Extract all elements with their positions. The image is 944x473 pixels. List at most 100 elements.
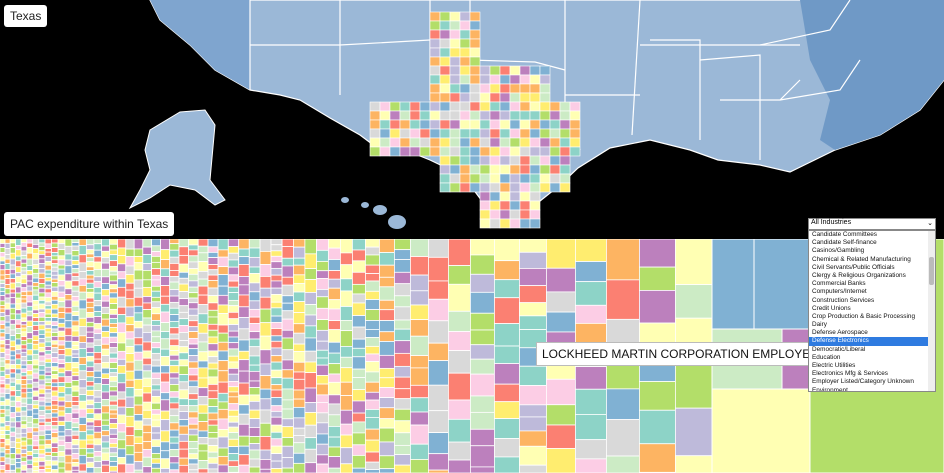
treemap-cell[interactable] [575, 366, 607, 390]
treemap-cell[interactable] [151, 274, 161, 281]
treemap-cell[interactable] [117, 382, 127, 393]
treemap-cell[interactable] [125, 407, 135, 417]
treemap-cell[interactable] [304, 314, 317, 327]
treemap-cell[interactable] [160, 311, 171, 323]
treemap-cell[interactable] [217, 332, 229, 343]
county-cell[interactable] [519, 200, 531, 211]
treemap-cell[interactable] [44, 243, 52, 249]
treemap-cell[interactable] [101, 373, 110, 379]
treemap-cell[interactable] [93, 451, 103, 457]
county-cell[interactable] [529, 101, 541, 112]
treemap-cell[interactable] [227, 280, 240, 288]
county-cell[interactable] [529, 128, 541, 139]
treemap-cell[interactable] [93, 402, 103, 410]
treemap-cell[interactable] [270, 424, 283, 433]
treemap-cell[interactable] [38, 400, 46, 407]
treemap-cell[interactable] [20, 453, 28, 458]
treemap-cell[interactable] [101, 435, 110, 443]
treemap-cell[interactable] [292, 291, 306, 303]
county-cell[interactable] [439, 47, 451, 58]
treemap-cell[interactable] [142, 377, 152, 387]
treemap-cell[interactable] [160, 399, 171, 412]
treemap-cell[interactable] [15, 286, 22, 294]
treemap-cell[interactable] [93, 323, 103, 330]
treemap-cell[interactable] [101, 289, 110, 297]
county-cell[interactable] [429, 65, 441, 76]
treemap-cell[interactable] [304, 268, 317, 280]
treemap-cell[interactable] [281, 418, 294, 428]
treemap-cell[interactable] [281, 295, 294, 304]
treemap-cell[interactable] [364, 273, 380, 282]
treemap-cell[interactable] [9, 359, 16, 365]
treemap-cell[interactable] [227, 368, 240, 375]
treemap-cell[interactable] [57, 439, 66, 446]
treemap-cell[interactable] [409, 424, 429, 445]
treemap-cell[interactable] [71, 396, 80, 402]
treemap-cell[interactable] [160, 268, 171, 277]
treemap-cell[interactable] [101, 239, 110, 247]
county-cell[interactable] [449, 128, 461, 139]
treemap-cell[interactable] [493, 323, 520, 347]
treemap-cell[interactable] [447, 418, 471, 443]
treemap-cell[interactable] [393, 420, 411, 434]
treemap-cell[interactable] [133, 239, 144, 250]
treemap-cell[interactable] [606, 388, 640, 420]
treemap-cell[interactable] [101, 424, 110, 432]
treemap-cell[interactable] [9, 431, 16, 437]
treemap-cell[interactable] [109, 380, 118, 388]
treemap-cell[interactable] [327, 352, 341, 365]
treemap-cell[interactable] [0, 239, 6, 244]
treemap-cell[interactable] [85, 366, 95, 372]
county-cell[interactable] [449, 110, 461, 121]
treemap-cell[interactable] [44, 468, 52, 473]
treemap-cell[interactable] [351, 356, 366, 370]
treemap-cell[interactable] [125, 274, 135, 284]
treemap-cell[interactable] [71, 465, 80, 471]
treemap-cell[interactable] [32, 423, 40, 429]
treemap-cell[interactable] [117, 372, 127, 384]
treemap-cell[interactable] [109, 452, 118, 457]
treemap-cell[interactable] [227, 292, 240, 301]
county-cell[interactable] [499, 110, 511, 121]
county-cell[interactable] [499, 65, 511, 76]
treemap-cell[interactable] [188, 320, 199, 328]
treemap-cell[interactable] [188, 463, 199, 471]
treemap-cell[interactable] [227, 403, 240, 411]
treemap-cell[interactable] [270, 307, 283, 317]
treemap-cell[interactable] [51, 299, 59, 305]
treemap-cell[interactable] [51, 416, 59, 422]
treemap-cell[interactable] [259, 264, 272, 277]
treemap-cell[interactable] [142, 424, 152, 434]
treemap-cell[interactable] [207, 257, 219, 265]
county-cell[interactable] [539, 164, 551, 175]
industry-option[interactable]: Casinos/Gambling [812, 247, 865, 255]
county-cell[interactable] [369, 119, 381, 130]
treemap-cell[interactable] [259, 468, 272, 473]
treemap-cell[interactable] [4, 348, 11, 356]
treemap-cell[interactable] [117, 306, 127, 316]
treemap-cell[interactable] [327, 278, 341, 289]
treemap-cell[interactable] [493, 418, 520, 439]
treemap-cell[interactable] [44, 305, 52, 310]
treemap-cell[interactable] [188, 331, 199, 339]
treemap-cell[interactable] [125, 248, 135, 257]
treemap-cell[interactable] [4, 415, 11, 422]
treemap-cell[interactable] [207, 390, 219, 400]
treemap-cell[interactable] [20, 270, 28, 276]
treemap-cell[interactable] [207, 239, 219, 248]
treemap-cell[interactable] [675, 284, 716, 319]
treemap-cell[interactable] [169, 307, 180, 315]
treemap-cell[interactable] [409, 274, 429, 292]
treemap-cell[interactable] [217, 341, 229, 352]
treemap-cell[interactable] [38, 347, 46, 353]
treemap-cell[interactable] [78, 431, 87, 441]
treemap-cell[interactable] [51, 325, 59, 330]
county-cell[interactable] [429, 83, 441, 94]
treemap-cell[interactable] [64, 259, 73, 267]
treemap-cell[interactable] [133, 436, 144, 444]
treemap-cell[interactable] [160, 450, 171, 460]
treemap-cell[interactable] [675, 362, 716, 409]
treemap-cell[interactable] [316, 401, 329, 414]
treemap-cell[interactable] [0, 332, 6, 338]
treemap-cell[interactable] [71, 375, 80, 381]
